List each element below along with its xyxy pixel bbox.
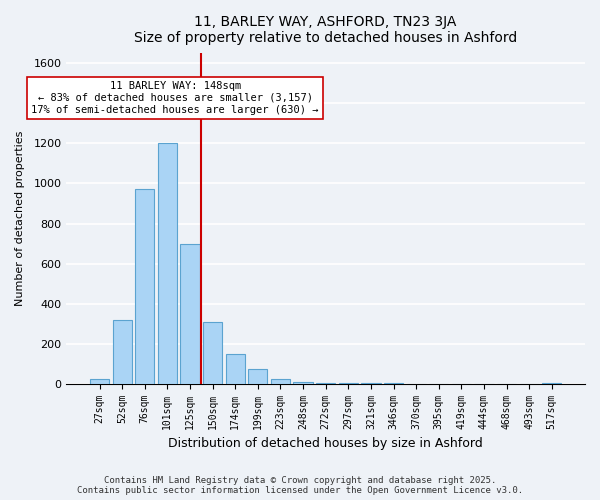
Text: Contains HM Land Registry data © Crown copyright and database right 2025.
Contai: Contains HM Land Registry data © Crown c…: [77, 476, 523, 495]
Bar: [90, 378, 109, 384]
Bar: [158, 144, 177, 384]
Bar: [293, 382, 313, 384]
Bar: [271, 378, 290, 384]
Bar: [135, 190, 154, 384]
Bar: [181, 244, 200, 384]
Bar: [113, 320, 132, 384]
Text: 11 BARLEY WAY: 148sqm
← 83% of detached houses are smaller (3,157)
17% of semi-d: 11 BARLEY WAY: 148sqm ← 83% of detached …: [31, 82, 319, 114]
Bar: [226, 354, 245, 384]
Bar: [203, 322, 222, 384]
Title: 11, BARLEY WAY, ASHFORD, TN23 3JA
Size of property relative to detached houses i: 11, BARLEY WAY, ASHFORD, TN23 3JA Size o…: [134, 15, 517, 45]
X-axis label: Distribution of detached houses by size in Ashford: Distribution of detached houses by size …: [168, 437, 483, 450]
Bar: [248, 368, 268, 384]
Bar: [316, 382, 335, 384]
Y-axis label: Number of detached properties: Number of detached properties: [15, 131, 25, 306]
